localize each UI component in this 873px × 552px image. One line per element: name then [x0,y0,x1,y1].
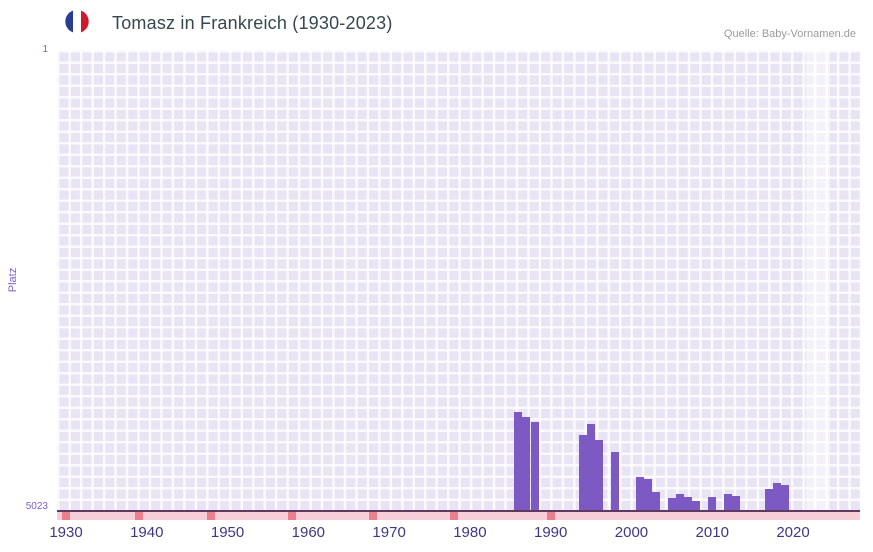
rank-bar-2013[interactable] [732,495,741,510]
x-tick-1940: 1940 [130,524,164,541]
rank-bar-2018[interactable] [772,483,781,510]
x-tick-2010: 2010 [695,524,729,541]
france-flag-icon [65,9,89,34]
rank-bar-1987[interactable] [522,417,531,510]
x-tick-1970: 1970 [372,524,406,541]
rank-bar-2010[interactable] [708,496,717,510]
rank-bar-2012[interactable] [724,494,733,510]
plot-area[interactable] [57,50,860,520]
source-link[interactable]: Quelle: Baby-Vornamen.de [723,28,856,40]
rank-bar-2019[interactable] [780,484,789,510]
x-tick-1950: 1950 [210,524,245,541]
rank-bar-2008[interactable] [692,500,701,510]
unranked-mark-1948[interactable] [207,512,216,520]
x-tick-1930: 1930 [49,524,83,541]
y-tick-top: 1 [42,44,48,55]
highlight-band-recent-years [805,50,831,510]
x-tick-2020: 2020 [776,524,810,541]
x-tick-1960: 1960 [291,524,326,541]
rank-bar-2017[interactable] [764,488,773,510]
x-tick-1990: 1990 [533,524,568,541]
rank-bar-1996[interactable] [595,440,604,510]
chart-title: Tomasz in Frankreich (1930-2023) [112,13,393,33]
rank-bar-1994[interactable] [578,434,587,510]
rank-bar-1995[interactable] [587,423,596,510]
unranked-mark-1939[interactable] [134,512,143,520]
x-tick-1980: 1980 [453,524,487,541]
rank-bar-2005[interactable] [667,497,676,510]
unranked-mark-1958[interactable] [288,512,297,520]
rank-bar-1998[interactable] [611,452,620,510]
unranked-mark-1930[interactable] [62,512,70,520]
y-axis-label: Platz [7,267,19,293]
unranked-mark-1978[interactable] [449,512,458,520]
y-tick-bottom: 5023 [25,501,48,512]
rank-bar-1988[interactable] [530,421,539,510]
unranked-mark-1990[interactable] [546,512,555,520]
rank-bar-1986[interactable] [514,411,523,510]
unranked-mark-1968[interactable] [368,512,377,520]
rank-bar-2007[interactable] [684,496,692,510]
x-axis: 1930 1940 1950 1960 1970 1980 1990 2000 2010 2020 [49,524,860,546]
x-tick-2000: 2000 [614,524,649,541]
rank-bar-2003[interactable] [651,492,660,510]
unranked-years-strip [57,512,860,520]
rank-bar-2002[interactable] [643,478,652,510]
rank-bar-2001[interactable] [635,476,644,510]
rank-bar-2006[interactable] [675,494,684,510]
